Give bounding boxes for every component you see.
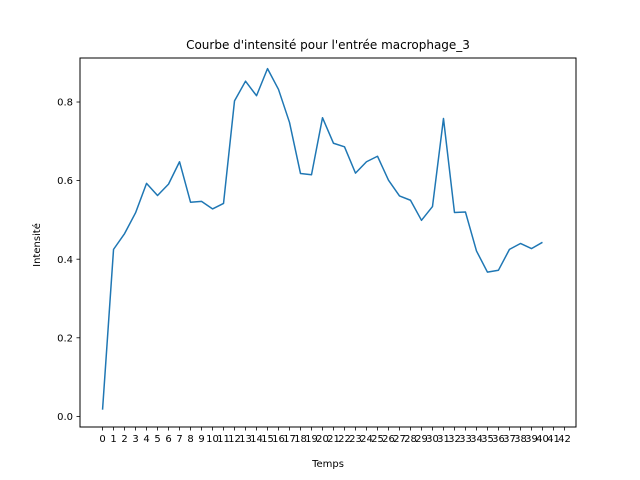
x-tick-label: 29 [415,434,428,445]
x-tick-label: 37 [503,434,516,445]
x-tick-label: 6 [165,434,171,445]
x-tick-label: 30 [426,434,439,445]
y-tick-label: 0.6 [57,176,73,187]
x-tick-label: 39 [525,434,538,445]
x-tick-label: 34 [470,434,483,445]
y-axis-ticks: 0.0 0.2 0.4 0.6 0.8 [57,98,80,423]
x-tick-label: 21 [327,434,340,445]
x-tick-label: 24 [360,434,373,445]
x-tick-label: 27 [393,434,406,445]
x-tick-label: 25 [371,434,384,445]
x-tick-label: 40 [536,434,549,445]
y-axis-label: Intensité [31,223,43,267]
x-tick-label: 14 [250,434,263,445]
x-tick-label: 3 [132,434,138,445]
series-line-0 [101,67,543,410]
x-axis-ticks: 0 1 2 3 4 5 6 7 8 9 101112131415161718192021222324… [99,427,571,445]
x-tick-label: 31 [437,434,450,445]
x-tick-label: 15 [261,434,274,445]
x-tick-label: 28 [404,434,417,445]
x-tick-label: 1 [110,434,116,445]
x-tick-label: 8 [187,434,193,445]
plot-area [80,58,576,427]
x-tick-label: 13 [239,434,252,445]
x-tick-label: 42 [558,434,571,445]
x-tick-label: 12 [228,434,241,445]
x-tick-label: 20 [316,434,329,445]
x-tick-label: 18 [294,434,307,445]
x-tick-label: 23 [349,434,362,445]
x-tick-label: 0 [99,434,105,445]
x-tick-label: 2 [121,434,127,445]
x-tick-label: 38 [514,434,527,445]
y-tick-label: 0.4 [57,255,73,266]
plot-frame [79,57,577,428]
x-tick-label: 32 [448,434,461,445]
x-tick-label: 4 [143,434,149,445]
x-axis-label: Temps [311,459,344,470]
x-tick-label: 9 [198,434,204,445]
x-tick-label: 22 [338,434,351,445]
y-tick-label: 0.0 [57,412,73,423]
x-tick-label: 35 [481,434,494,445]
x-tick-label: 26 [382,434,395,445]
y-tick-label: 0.8 [57,98,73,109]
x-tick-label: 33 [459,434,472,445]
chart-title: Courbe d'intensité pour l'entrée macroph… [186,38,470,52]
x-tick-label: 10 [206,434,219,445]
x-tick-label: 16 [272,434,285,445]
x-tick-label: 36 [492,434,505,445]
series-layer [101,67,543,410]
x-tick-label: 5 [154,434,160,445]
x-tick-label: 7 [176,434,182,445]
y-tick-label: 0.2 [57,333,73,344]
x-tick-label: 17 [283,434,296,445]
x-tick-label: 11 [217,434,230,445]
x-tick-label: 19 [305,434,318,445]
x-tick-label: 41 [547,434,560,445]
